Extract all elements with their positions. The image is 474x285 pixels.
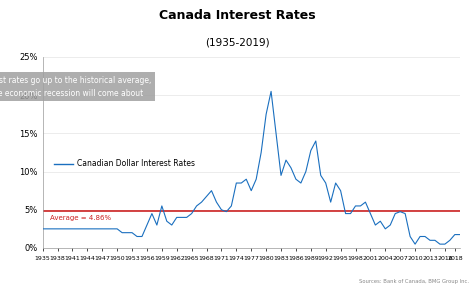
Text: If interest rates go up to the historical average,
severe economic recession wil: If interest rates go up to the historica… [0,76,151,97]
Text: (1935-2019): (1935-2019) [205,37,269,47]
Text: Canada Interest Rates: Canada Interest Rates [159,9,315,22]
Text: Sources: Bank of Canada, BMG Group Inc.: Sources: Bank of Canada, BMG Group Inc. [359,278,469,284]
Legend: Canadian Dollar Interest Rates: Canadian Dollar Interest Rates [51,156,198,171]
Text: Average = 4.86%: Average = 4.86% [50,215,111,221]
